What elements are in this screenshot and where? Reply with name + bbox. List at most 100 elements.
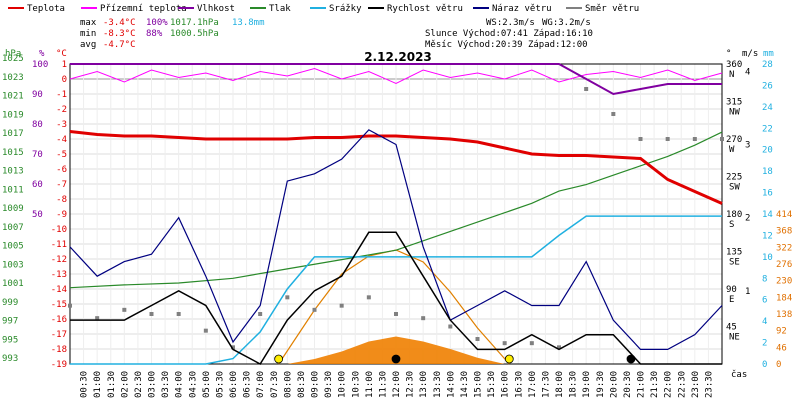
dir-tick-name: NE (729, 333, 740, 343)
wind-dir-point (366, 295, 371, 300)
legend-naraz: Náraz větru (492, 4, 552, 14)
wind-dir-point (285, 295, 290, 300)
temp-tick: -9 (56, 210, 67, 220)
time-tick: 08:30 (297, 371, 307, 398)
dir-tick-deg: 270 (726, 135, 742, 145)
wind-dir-point (149, 312, 154, 316)
dir-tick-name: NW (729, 108, 740, 118)
dir-tick-name: E (729, 295, 734, 305)
time-tick: 11:30 (378, 371, 388, 398)
temp-tick: -19 (51, 360, 67, 370)
time-tick: 09:00 (311, 371, 321, 398)
time-tick: 20:00 (609, 371, 619, 398)
hpa-tick: 999 (2, 298, 18, 308)
temp-tick: -15 (51, 300, 67, 310)
temp-tick: -13 (51, 270, 67, 280)
hpa-tick: 1009 (2, 204, 24, 214)
ms-tick: 4 (745, 67, 750, 77)
temp-tick: -12 (51, 255, 67, 265)
stat-max-temp: -3.4°C (103, 18, 136, 28)
time-tick: 09:30 (324, 371, 334, 398)
time-tick: 05:00 (202, 371, 212, 398)
time-tick: 21:30 (650, 371, 660, 398)
stat-min-temp: -8.3°C (103, 29, 136, 39)
gust-line (69, 129, 723, 350)
time-tick: 05:30 (215, 371, 225, 398)
time-tick: 02:00 (120, 371, 130, 398)
dir-tick-deg: 90 (726, 285, 737, 295)
legend-srazky: Srážky (329, 4, 362, 14)
temp-tick: -10 (51, 225, 67, 235)
temp-tick: -16 (51, 315, 67, 325)
mm-tick: 24 (762, 103, 773, 113)
wm-tick: 46 (776, 343, 787, 353)
hpa-tick: 1013 (2, 167, 24, 177)
wind-speed-line (70, 231, 722, 365)
time-tick: 12:00 (392, 371, 402, 398)
stat-min-press: 1000.5hPa (170, 29, 219, 39)
legend: Teplota Přízemní teplota Vlhkost Tlak Sr… (8, 4, 639, 14)
wind-dir-point (394, 312, 398, 316)
humidity-line (70, 63, 722, 96)
mm-tick: 20 (762, 146, 773, 156)
mm-tick: 10 (762, 253, 773, 263)
dir-tick-name: W (729, 145, 735, 155)
dir-tick-deg: 45 (726, 323, 737, 333)
hpa-tick: 1005 (2, 242, 24, 252)
stat-moon: Měsíc Východ:20:39 Západ:12:00 (425, 40, 588, 50)
time-tick: 12:30 (406, 371, 416, 398)
temperature-line (69, 130, 723, 205)
hpa-tick: 1011 (2, 185, 24, 195)
time-tick: 14:00 (446, 371, 456, 398)
stat-max-press: 1017.1hPa (170, 18, 219, 28)
wind-dir-point (312, 307, 317, 312)
ms-axis-title: m/s (742, 49, 758, 59)
time-tick: 16:00 (501, 371, 511, 398)
time-tick: 04:30 (188, 371, 198, 398)
ms-tick: 2 (745, 214, 750, 224)
wind-dir-point (258, 312, 263, 316)
sunset-marker (504, 354, 514, 364)
wind-dir-point (692, 137, 697, 141)
time-tick: 19:00 (582, 371, 592, 398)
hpa-tick: 1019 (2, 110, 24, 120)
wm-tick: 322 (776, 243, 792, 253)
stat-avg-label: avg (80, 40, 96, 50)
wm-tick: 0 (776, 360, 781, 370)
stat-min-hum: 88% (146, 29, 163, 39)
chart-title: 2.12.2023 (364, 50, 432, 64)
axis-ticks: 10-1-2-3-4-5-6-7-8-9-10-11-12-13-14-15-1… (2, 54, 792, 398)
moonrise-marker (626, 354, 636, 364)
time-tick: 06:00 (229, 371, 239, 398)
time-tick: 22:30 (677, 371, 687, 398)
time-tick: 15:30 (487, 371, 497, 398)
hpa-tick: 995 (2, 335, 18, 345)
dir-tick-deg: 225 (726, 173, 742, 183)
wm-tick: 276 (776, 260, 792, 270)
temp-tick: 0 (62, 75, 67, 85)
mm-tick: 2 (762, 339, 767, 349)
temp-tick: 1 (62, 60, 67, 70)
pct-tick: 50 (32, 210, 43, 220)
dir-tick-deg: 135 (726, 248, 742, 258)
hpa-tick: 1001 (2, 279, 24, 289)
time-tick: 11:00 (365, 371, 375, 398)
wind-dir-point (611, 112, 616, 116)
stat-sun: Slunce Východ:07:41 Západ:16:10 (425, 29, 593, 39)
temp-tick: -11 (51, 240, 67, 250)
time-tick: 14:30 (460, 371, 470, 398)
time-tick: 06:30 (243, 371, 253, 398)
mm-tick: 26 (762, 81, 773, 91)
stat-avg-temp: -4.7°C (103, 40, 136, 50)
time-tick: 20:30 (623, 371, 633, 398)
dir-tick-name: SW (729, 183, 740, 193)
pct-tick: 80 (32, 120, 43, 130)
time-tick: 07:00 (256, 371, 266, 398)
time-tick: 23:30 (704, 371, 714, 398)
wind-dir-point (475, 337, 480, 341)
legend-tlak: Tlak (269, 4, 291, 14)
grid (69, 63, 723, 365)
mm-tick: 14 (762, 210, 773, 220)
pct-axis-title: % (39, 49, 45, 59)
sunshine-area (287, 336, 505, 364)
